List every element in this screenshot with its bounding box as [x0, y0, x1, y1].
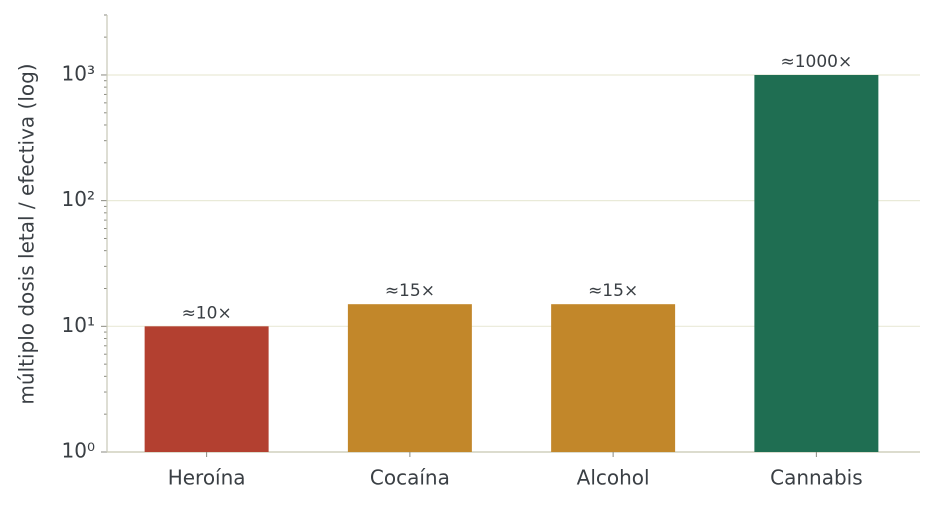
x-tick-label: Cocaína	[370, 466, 450, 490]
y-tick-label: 10¹	[62, 313, 95, 337]
value-label: ≈15×	[588, 281, 638, 301]
bar	[144, 326, 269, 452]
value-label: ≈1000×	[780, 52, 852, 72]
x-tick-label: Alcohol	[577, 466, 650, 490]
bar	[754, 74, 879, 453]
x-tick-label: Cannabis	[770, 466, 863, 490]
bar	[551, 304, 676, 452]
y-tick-label: 10³	[62, 61, 95, 85]
y-axis-label: múltiplo dosis letal / efectiva (log)	[15, 63, 39, 404]
x-tick-label: Heroína	[168, 466, 246, 490]
y-tick-label: 10⁰	[62, 439, 95, 463]
value-label: ≈10×	[182, 303, 232, 323]
y-tick-label: 10²	[62, 187, 95, 211]
value-label: ≈15×	[385, 281, 435, 301]
bar	[347, 304, 472, 452]
